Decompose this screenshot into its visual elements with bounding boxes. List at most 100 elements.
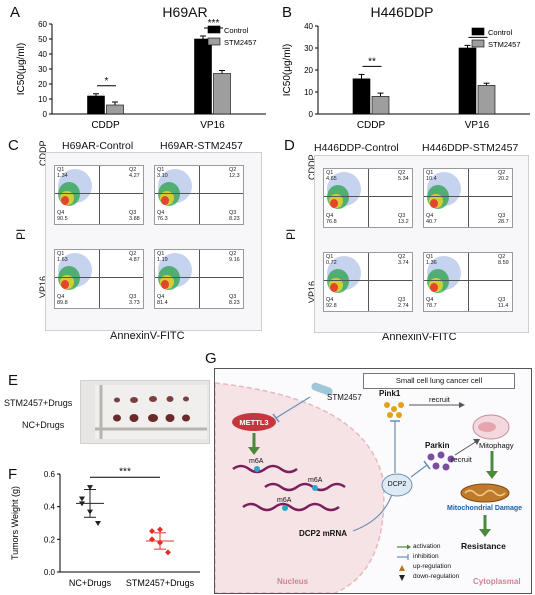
- panel-c-quadrant-value: 81.4: [157, 300, 168, 306]
- panel-c-quadrant-value: 76.3: [157, 216, 168, 222]
- panel-d-plot: Q1 1.36 Q2 8.59 Q4 78.7 Q3 11.4: [423, 252, 513, 312]
- panel-d-quadrant-value: 13.2: [398, 219, 409, 225]
- panel-c-quadrant-value: Q2: [129, 167, 137, 173]
- m6a-label-1: m6A: [249, 458, 264, 465]
- panel-b-legend-label: STM2457: [488, 40, 521, 49]
- panel-g-letter: G: [205, 350, 217, 367]
- panel-d-density-blob: [430, 282, 438, 292]
- panel-f-ylabel: Tumors Weight (g): [10, 486, 20, 560]
- panel-a-bar: [106, 104, 124, 115]
- panel-f-tick-label: 0.2: [44, 535, 56, 544]
- panel-d-quadrant-value: 5.34: [398, 176, 409, 182]
- panel-c-quadrant-value: 3.73: [129, 300, 140, 306]
- panel-c-col-title-1: H69AR-Control: [62, 140, 134, 152]
- panel-d-quadrant-value: Q2: [398, 254, 406, 260]
- panel-a-tick-label: 30: [38, 65, 47, 74]
- panel-a-tick-label: 50: [38, 35, 47, 44]
- panel-b-legend-label: Control: [488, 28, 513, 37]
- panel-a-tick-label: 0: [43, 110, 48, 119]
- panel-b-bar: [371, 96, 390, 115]
- pink1-label: Pink1: [379, 389, 401, 398]
- panel-b-chart: 010203040IC50(μg/ml)CDDP**VP16***Control…: [282, 22, 530, 131]
- panel-c-quadrant-value: 4.87: [129, 257, 140, 263]
- panel-c-quadrant-value: Q2: [129, 251, 137, 257]
- panel-d-quadrant-value: Q1: [426, 254, 434, 260]
- panel-c-gate-line: [55, 193, 143, 194]
- panel-c-plot: Q1 1.34 Q2 4.27 Q4 90.5 Q3 3.88: [54, 165, 144, 225]
- panel-f-chart: 0.0 0.2 0.4 0.6 Tumors Weight (g) NC+Drugs STM…: [10, 466, 200, 588]
- panel-d-quadrant-value: Q4: [426, 297, 434, 303]
- panel-d-density-blob: [330, 282, 338, 292]
- panel-f-category-label: NC+Drugs: [69, 578, 112, 588]
- panel-a-bar: [87, 95, 105, 115]
- panel-a-tick-label: 20: [38, 80, 47, 89]
- panel-d-quadrant-value: Q4: [326, 297, 334, 303]
- panel-d-gate-line: [424, 196, 512, 197]
- panel-d-gate-line: [324, 196, 412, 197]
- panel-b-bar: [352, 78, 371, 115]
- panel-f-point: [157, 526, 163, 533]
- legend-inhibition: inhibition: [413, 553, 439, 560]
- panel-d-axis-annexin: AnnexinV-FITC: [382, 331, 457, 343]
- panel-f-tick-label: 0.4: [44, 503, 56, 512]
- panel-c-density-blob: [161, 279, 169, 289]
- panel-f-point: [149, 528, 155, 535]
- panel-d-quadrant-value: Q3: [398, 297, 406, 303]
- panel-b-bar: [477, 85, 496, 115]
- panel-c-quadrant-value: 1.34: [57, 173, 68, 179]
- panel-c-letter: C: [8, 137, 19, 154]
- panel-b-category-label: CDDP: [357, 120, 386, 131]
- panel-a-category-label: VP16: [200, 120, 225, 131]
- panel-a-chart: 0 10 20 30 40 50 60 IC50(μg/ml) CDDP * VP16 *** Cont…: [16, 18, 266, 131]
- panel-c-gate-line: [199, 166, 200, 224]
- panel-a-sig-label: *: [105, 76, 109, 87]
- panel-c-quadrant-value: 3.88: [129, 216, 140, 222]
- panel-a-legend-label: Control: [224, 26, 249, 35]
- panel-b-category-label: VP16: [465, 120, 490, 131]
- panel-a-legend-swatch: [207, 37, 221, 46]
- panel-d-gate-line: [468, 253, 469, 311]
- panel-c-quadrant-value: Q3: [129, 294, 137, 300]
- legend-activation: activation: [413, 543, 441, 550]
- panel-c-quadrant-value: Q3: [229, 210, 237, 216]
- panel-d-quadrant-value: 1.36: [426, 260, 437, 266]
- panel-d-quadrant-value: Q2: [398, 170, 406, 176]
- m6a-label-3: m6A: [277, 497, 292, 504]
- panel-d-gate-line: [468, 169, 469, 227]
- panel-e-letter: E: [8, 372, 19, 389]
- panel-c-quadrant-value: Q4: [57, 294, 65, 300]
- panel-c-quadrant-value: 8.23: [229, 216, 240, 222]
- panel-d-quadrant-value: 11.4: [498, 303, 509, 309]
- panel-a-tick-label: 10: [38, 95, 47, 104]
- panel-c-gate-line: [199, 250, 200, 308]
- parkin-label: Parkin: [425, 441, 450, 450]
- panel-d-flow-grid: Q1 4.65 Q2 5.34 Q4 76.8 Q3 13.2 Q1 10.4 Q2 20.2 Q4 40…: [314, 155, 529, 333]
- panel-d-quadrant-value: Q4: [426, 213, 434, 219]
- nucleus-label: Nucleus: [277, 577, 309, 586]
- panel-d-quadrant-value: Q3: [498, 297, 506, 303]
- recruit-label-2: recruit: [451, 455, 472, 464]
- panel-d-col-title-2: H446DDP-STM2457: [422, 142, 519, 154]
- m6a-label-2: m6A: [308, 477, 323, 484]
- panel-f-point: [79, 496, 85, 502]
- panel-a-tick-label: 60: [38, 20, 47, 29]
- panel-d-gate-line: [368, 169, 369, 227]
- panel-d-quadrant-value: Q3: [398, 213, 406, 219]
- panel-d-plot: Q1 0.72 Q2 3.74 Q4 92.8 Q3 2.74: [323, 252, 413, 312]
- panel-b-tick-label: 40: [304, 22, 313, 31]
- panel-d-quadrant-value: 28.7: [498, 219, 509, 225]
- panel-f-point: [95, 521, 101, 526]
- panel-f-point: [165, 549, 171, 556]
- panel-c-plot: Q1 3.10 Q2 12.3 Q4 76.3 Q3 8.23: [154, 165, 244, 225]
- pathway-diagram: Small cell lung cancer cell STM2457 METT…: [214, 368, 532, 594]
- panel-f-letter: F: [8, 466, 18, 483]
- panel-a-ylabel: IC50(μg/ml): [16, 43, 27, 95]
- panel-c-quadrant-value: 89.8: [57, 300, 68, 306]
- panel-f-tick-label: 0.0: [44, 568, 56, 577]
- panel-c-gate-line: [155, 277, 243, 278]
- panel-d-quadrant-value: Q1: [426, 170, 434, 176]
- resistance-label: Resistance: [461, 541, 506, 551]
- panel-d-col-title-1: H446DDP-Control: [314, 142, 399, 154]
- mitophagy-label: Mitophagy: [479, 441, 514, 450]
- panel-d-quadrant-value: Q1: [326, 254, 334, 260]
